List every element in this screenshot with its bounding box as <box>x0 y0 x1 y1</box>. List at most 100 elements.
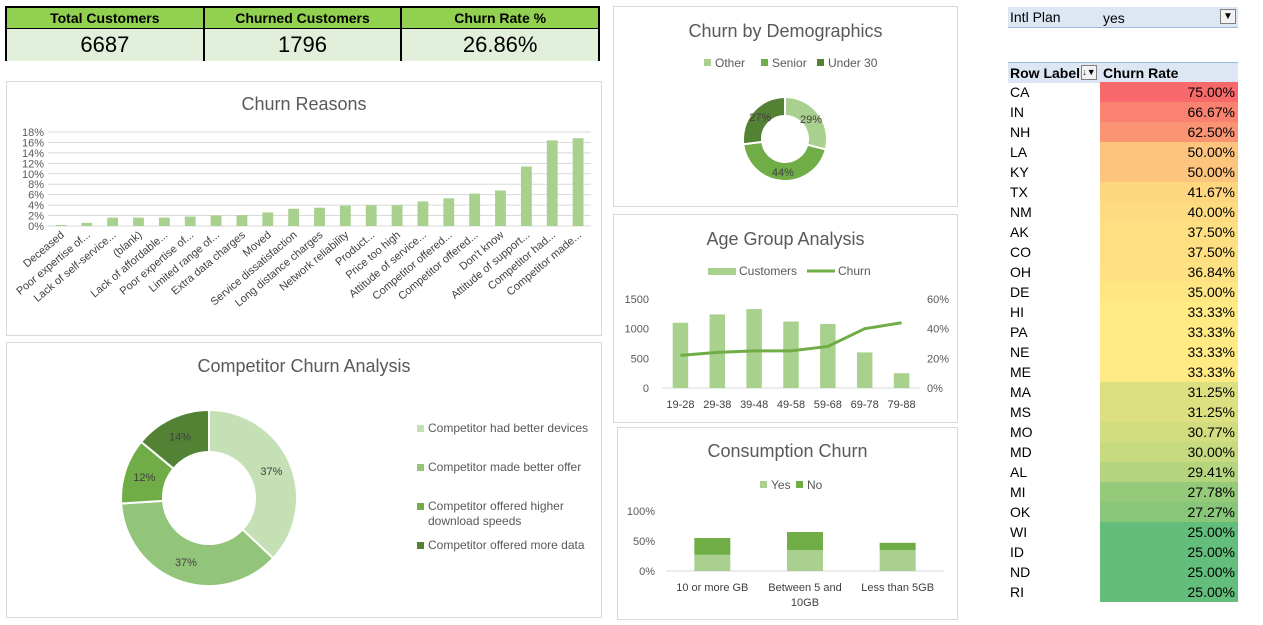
pivot-row[interactable]: LA 50.00% <box>1008 142 1238 162</box>
row-state: AK <box>1010 224 1029 240</box>
y-tick-label: 0% <box>28 221 44 233</box>
y-tick-label: 6% <box>28 190 44 202</box>
y-tick-label: 0 <box>643 383 649 395</box>
row-churn-rate: 31.25% <box>1100 402 1238 422</box>
y-tick-label: 1500 <box>625 294 649 306</box>
row-churn-rate: 50.00% <box>1100 142 1238 162</box>
demographics-panel[interactable]: Churn by Demographics Other Senior Under 3… <box>613 6 958 207</box>
pivot-row[interactable]: KY 50.00% <box>1008 162 1238 182</box>
pivot-row[interactable]: CA 75.00% <box>1008 82 1238 102</box>
sort-filter-icon[interactable]: ↓▼ <box>1081 65 1097 80</box>
legend-label: Other <box>715 56 745 70</box>
row-churn-rate: 25.00% <box>1100 562 1238 582</box>
legend-label: Under 30 <box>828 56 878 70</box>
y2-tick-label: 40% <box>927 324 949 336</box>
row-state: ID <box>1010 544 1024 560</box>
bar <box>469 193 481 226</box>
chart-title: Churn by Demographics <box>688 21 883 41</box>
pivot-row[interactable]: ID 25.00% <box>1008 542 1238 562</box>
bar <box>55 224 67 226</box>
pivot-row[interactable]: IN 66.67% <box>1008 102 1238 122</box>
row-churn-rate: 66.67% <box>1100 102 1238 122</box>
slice-label: 14% <box>169 431 191 443</box>
bar-segment <box>787 532 823 550</box>
pivot-row[interactable]: MA 31.25% <box>1008 382 1238 402</box>
pivot-row[interactable]: NM 40.00% <box>1008 202 1238 222</box>
age-group-panel[interactable]: Age Group Analysis Customers Churn 0 500 100… <box>613 214 958 423</box>
pivot-row[interactable]: MI 27.78% <box>1008 482 1238 502</box>
legend-label: Churn <box>838 264 871 278</box>
chart-title: Churn Reasons <box>241 94 367 114</box>
legend-swatch <box>417 425 424 432</box>
intl-plan-filter[interactable]: Intl Plan yes ▼ <box>1008 7 1238 28</box>
row-state: MA <box>1010 384 1031 400</box>
row-state: IN <box>1010 104 1024 120</box>
bar <box>391 205 403 226</box>
legend-swatch <box>761 59 768 66</box>
pivot-row[interactable]: ND 25.00% <box>1008 562 1238 582</box>
row-state: ND <box>1010 564 1031 580</box>
row-state: KY <box>1010 164 1029 180</box>
pivot-row[interactable]: RI 25.00% <box>1008 582 1238 602</box>
x-tick-label: 79-88 <box>888 399 916 411</box>
slice-label: 44% <box>772 167 794 179</box>
bar <box>495 190 506 226</box>
pivot-row[interactable]: OH 36.84% <box>1008 262 1238 282</box>
bar <box>314 207 325 226</box>
pivot-row[interactable]: ME 33.33% <box>1008 362 1238 382</box>
y-tick-label: 10% <box>22 169 44 181</box>
y-tick-label: 16% <box>22 137 44 149</box>
bar <box>546 140 558 226</box>
donut-slice <box>120 499 275 587</box>
row-state: MD <box>1010 444 1032 460</box>
consumption-panel[interactable]: Consumption Churn Yes No 0% 50% 100% 10 or mo… <box>617 427 958 620</box>
bar-segment <box>694 554 731 571</box>
y-tick-label: 18% <box>22 127 44 139</box>
row-churn-rate: 41.67% <box>1100 182 1238 202</box>
bar <box>365 205 377 226</box>
churn-reasons-panel[interactable]: Churn Reasons 0% 2% 4% 6% 8% 10% 12% 14% 16% 18% D… <box>6 81 602 336</box>
pivot-row[interactable]: PA 33.33% <box>1008 322 1238 342</box>
x-tick-label: 69-78 <box>851 399 879 411</box>
pivot-row[interactable]: NE 33.33% <box>1008 342 1238 362</box>
pivot-row[interactable]: OK 27.27% <box>1008 502 1238 522</box>
kpi-label: Churned Customers <box>204 8 401 29</box>
pivot-row[interactable]: AL 29.41% <box>1008 462 1238 482</box>
pivot-row[interactable]: TX 41.67% <box>1008 182 1238 202</box>
legend-swatch <box>417 542 424 549</box>
chart-title: Competitor Churn Analysis <box>197 356 411 376</box>
row-churn-rate: 36.84% <box>1100 262 1238 282</box>
y-tick-label: 1000 <box>625 324 649 336</box>
y2-tick-label: 60% <box>927 294 949 306</box>
pivot-row[interactable]: DE 35.00% <box>1008 282 1238 302</box>
competitor-panel[interactable]: Competitor Churn Analysis 37% 37% 12% 14% Co… <box>6 342 602 618</box>
y-tick-label: 14% <box>22 148 44 160</box>
pivot-row[interactable]: MD 30.00% <box>1008 442 1238 462</box>
pivot-row[interactable]: HI 33.33% <box>1008 302 1238 322</box>
row-churn-rate: 25.00% <box>1100 522 1238 542</box>
bar <box>417 201 429 226</box>
consumption-chart: Yes No 0% 50% 100% 10 or more GB Between 5 and… <box>627 478 944 609</box>
bar <box>236 215 248 226</box>
bar <box>520 166 532 226</box>
row-churn-rate: 33.33% <box>1100 362 1238 382</box>
row-label-header: Row Label <box>1010 65 1081 81</box>
pivot-row[interactable]: AK 37.50% <box>1008 222 1238 242</box>
row-state: HI <box>1010 304 1024 320</box>
pivot-row[interactable]: CO 37.50% <box>1008 242 1238 262</box>
kpi-strip: Total Customers 6687 Churned Customers 1… <box>5 6 600 61</box>
age-group-chart: Customers Churn 0 500 1000 1500 0% 20% 40% 60% 19-… <box>625 264 950 411</box>
kpi-value: 1796 <box>204 29 401 61</box>
x-tick-label: 49-58 <box>777 399 805 411</box>
donut-slice <box>139 408 210 471</box>
row-state: DE <box>1010 284 1030 300</box>
filter-icon[interactable]: ▼ <box>1220 9 1236 24</box>
filter-label: Intl Plan <box>1010 9 1061 25</box>
filter-value: yes <box>1103 10 1125 26</box>
x-tick-label: Between 5 and 10GB <box>768 582 841 609</box>
pivot-row[interactable]: MS 31.25% <box>1008 402 1238 422</box>
legend-swatch <box>417 503 424 510</box>
pivot-row[interactable]: NH 62.50% <box>1008 122 1238 142</box>
pivot-row[interactable]: WI 25.00% <box>1008 522 1238 542</box>
pivot-row[interactable]: MO 30.77% <box>1008 422 1238 442</box>
